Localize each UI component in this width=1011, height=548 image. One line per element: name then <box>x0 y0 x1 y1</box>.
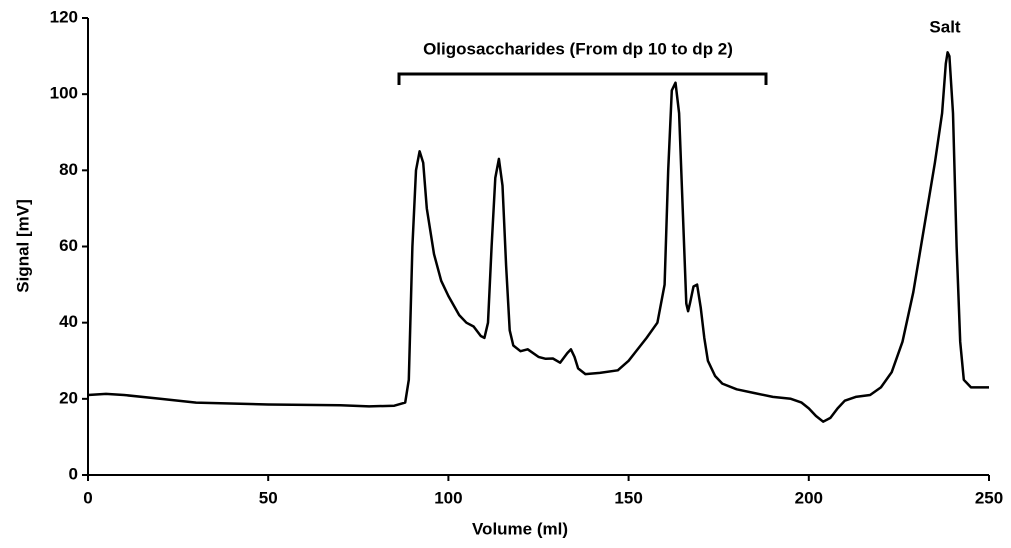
x-axis-label: Volume (ml) <box>472 519 568 538</box>
y-tick-label: 20 <box>59 388 78 407</box>
x-tick-label: 0 <box>83 488 92 507</box>
annotation: Salt <box>929 17 961 36</box>
x-tick-label: 250 <box>975 488 1003 507</box>
y-tick-label: 60 <box>59 236 78 255</box>
y-tick-label: 100 <box>50 84 78 103</box>
x-tick-label: 200 <box>795 488 823 507</box>
x-tick-label: 150 <box>614 488 642 507</box>
x-tick-label: 50 <box>259 488 278 507</box>
y-tick-label: 80 <box>59 160 78 179</box>
bracket <box>397 72 768 85</box>
y-axis-label: Signal [mV] <box>13 199 32 293</box>
x-tick-label: 100 <box>434 488 462 507</box>
y-tick-label: 120 <box>50 7 78 26</box>
line <box>87 51 989 423</box>
annotation: Oligosaccharides (From dp 10 to dp 2) <box>423 39 733 58</box>
y-tick-label: 40 <box>59 312 78 331</box>
y-tick-label: 0 <box>69 464 78 483</box>
